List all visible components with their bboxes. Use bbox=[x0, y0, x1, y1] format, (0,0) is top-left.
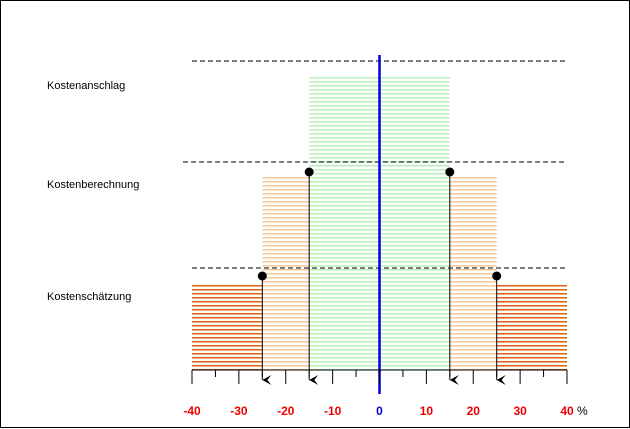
category-label-3: Kostenschätzung bbox=[47, 291, 131, 303]
x-tick-label: 20 bbox=[467, 404, 481, 418]
category-label-1: Kostenanschlag bbox=[47, 80, 125, 92]
marker-dot-2 bbox=[445, 167, 455, 177]
x-tick-label: -30 bbox=[230, 404, 248, 418]
x-tick-label: 40 bbox=[560, 404, 574, 418]
x-tick-label: -20 bbox=[277, 404, 295, 418]
x-tick-label: 0 bbox=[376, 404, 383, 418]
markers-layer bbox=[257, 167, 506, 385]
x-tick-label: 30 bbox=[513, 404, 527, 418]
x-unit-label: % bbox=[577, 404, 588, 418]
x-axis-layer: -40 -30 -20 -10 0 10 20 30 40% bbox=[183, 55, 588, 418]
marker-dot-4 bbox=[492, 271, 502, 281]
marker-dot-3 bbox=[257, 271, 267, 281]
category-label-2: Kostenberechnung bbox=[47, 179, 139, 191]
category-labels-layer: Kostenanschlag Kostenberechnung Kostenschä… bbox=[47, 80, 139, 303]
marker-dot-1 bbox=[304, 167, 314, 177]
x-tick-label: -40 bbox=[183, 404, 201, 418]
x-tick-label: -10 bbox=[324, 404, 342, 418]
x-tick-label: 10 bbox=[420, 404, 434, 418]
